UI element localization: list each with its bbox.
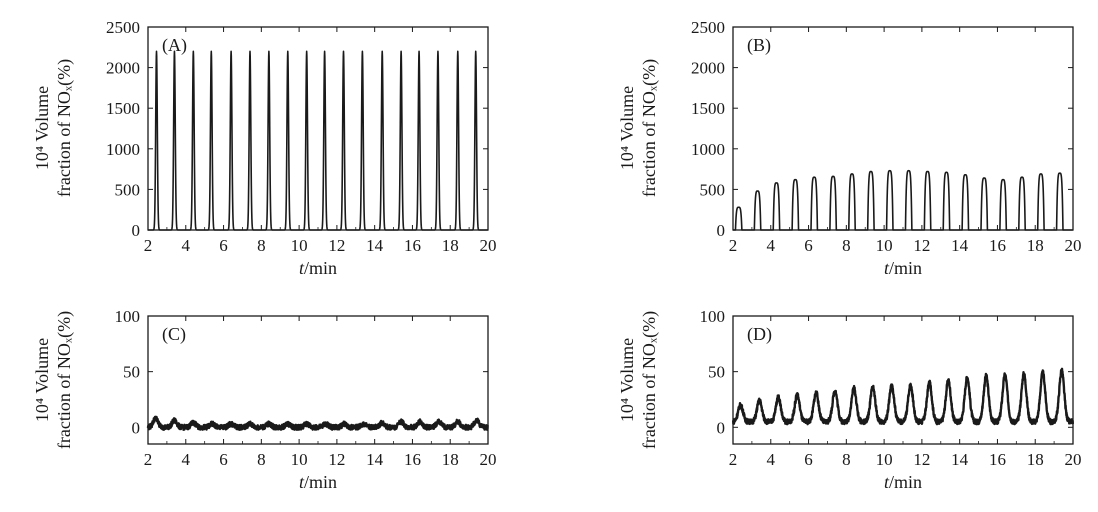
panel-label: (A) <box>162 35 187 56</box>
y-axis-label-line1: 10⁴ Volume <box>617 86 637 170</box>
x-tick-label: 18 <box>442 450 459 469</box>
x-tick-label: 6 <box>219 236 228 255</box>
x-tick-label: 18 <box>1027 236 1044 255</box>
x-tick-label: 8 <box>257 450 266 469</box>
x-tick-label: 4 <box>182 236 191 255</box>
x-tick-label: 18 <box>442 236 459 255</box>
x-axis-label: t/min <box>299 258 337 278</box>
panel-d: 2 4 6 8 10 12 14 16 18 20 0 50 100 t/min 10⁴ Volume fra… <box>617 307 1082 492</box>
x-axis-label: t/min <box>884 258 922 278</box>
y-axis-label-line2: fraction of NOₓ(%) <box>639 59 660 197</box>
x-tick-label: 20 <box>1065 236 1082 255</box>
x-tick-label: 10 <box>876 450 893 469</box>
x-tick-label: 4 <box>182 450 191 469</box>
x-tick-label: 14 <box>951 236 969 255</box>
y-tick-label: 1500 <box>106 99 140 118</box>
panel-c: 2 4 6 8 10 12 14 16 18 20 0 50 100 t/min 10⁴ Volume fra… <box>32 307 497 492</box>
plot-frame <box>732 26 1074 231</box>
y-tick-label: 1500 <box>691 99 725 118</box>
x-tick-label: 12 <box>913 450 930 469</box>
y-axis-label-line2: fraction of NOₓ(%) <box>54 59 75 197</box>
x-axis-label: t/min <box>884 472 922 492</box>
x-tick-label: 12 <box>328 236 345 255</box>
x-tick-label: 20 <box>480 450 497 469</box>
x-tick-label: 8 <box>842 236 851 255</box>
x-tick-label: 20 <box>480 236 497 255</box>
x-tick-label: 14 <box>366 450 384 469</box>
x-tick-label: 16 <box>989 236 1006 255</box>
x-tick-label: 10 <box>291 236 308 255</box>
series-line <box>147 50 489 231</box>
y-tick-label: 500 <box>115 180 141 199</box>
y-axis-label-line2: fraction of NOₓ(%) <box>54 311 75 449</box>
x-tick-label: 18 <box>1027 450 1044 469</box>
x-tick-label: 16 <box>404 450 421 469</box>
x-tick-label: 2 <box>729 450 738 469</box>
x-tick-label: 10 <box>291 450 308 469</box>
x-tick-label: 16 <box>989 450 1006 469</box>
x-tick-label: 2 <box>144 450 153 469</box>
y-tick-label: 50 <box>123 363 140 382</box>
x-tick-label: 6 <box>219 450 228 469</box>
y-axis-label-line2: fraction of NOₓ(%) <box>639 311 660 449</box>
y-tick-label: 100 <box>700 307 726 326</box>
y-axis-label-line1: 10⁴ Volume <box>32 338 52 422</box>
series-line <box>146 415 489 431</box>
y-tick-label: 500 <box>700 180 726 199</box>
x-tick-label: 6 <box>804 236 813 255</box>
y-tick-label: 0 <box>717 221 726 240</box>
y-tick-label: 2000 <box>691 59 725 78</box>
y-tick-label: 0 <box>717 418 726 437</box>
panel-label: (B) <box>747 35 771 56</box>
x-tick-label: 8 <box>842 450 851 469</box>
x-tick-label: 2 <box>729 236 738 255</box>
panel-label: (D) <box>747 324 772 345</box>
y-tick-label: 0 <box>132 221 141 240</box>
series-line <box>732 169 1074 231</box>
y-tick-label: 2500 <box>106 18 140 37</box>
y-axis-label-line1: 10⁴ Volume <box>617 338 637 422</box>
y-tick-label: 100 <box>115 307 141 326</box>
y-tick-label: 1000 <box>106 140 140 159</box>
y-axis-label-line1: 10⁴ Volume <box>32 86 52 170</box>
y-tick-label: 2000 <box>106 59 140 78</box>
x-tick-label: 8 <box>257 236 266 255</box>
x-axis-label: t/min <box>299 472 337 492</box>
x-tick-label: 12 <box>328 450 345 469</box>
y-tick-label: 2500 <box>691 18 725 37</box>
y-tick-label: 1000 <box>691 140 725 159</box>
series-line <box>731 367 1075 426</box>
panel-label: (C) <box>162 324 186 345</box>
x-tick-label: 16 <box>404 236 421 255</box>
x-tick-label: 6 <box>804 450 813 469</box>
x-tick-label: 14 <box>951 450 969 469</box>
panel-b: 2 4 6 8 10 12 14 16 18 20 0 500 1000 1500 2000 2500 t/mi… <box>617 18 1082 278</box>
y-tick-label: 0 <box>132 418 141 437</box>
x-tick-label: 4 <box>767 450 776 469</box>
x-tick-label: 12 <box>913 236 930 255</box>
x-tick-label: 20 <box>1065 450 1082 469</box>
y-tick-label: 50 <box>708 363 725 382</box>
x-tick-label: 10 <box>876 236 893 255</box>
x-tick-label: 4 <box>767 236 776 255</box>
x-tick-label: 2 <box>144 236 153 255</box>
panel-a: 2 4 6 8 10 12 14 16 18 20 0 500 1000 1500 2000 2500 t/mi… <box>32 18 497 278</box>
x-tick-label: 14 <box>366 236 384 255</box>
